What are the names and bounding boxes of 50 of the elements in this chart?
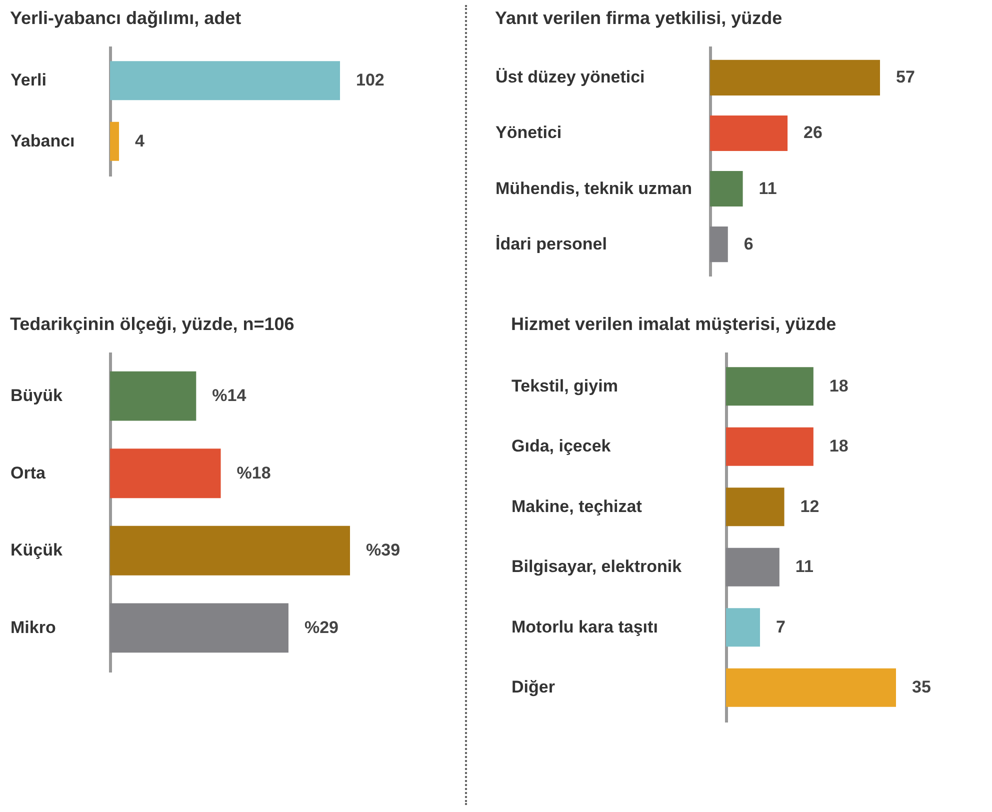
data-label: 11 (758, 178, 777, 198)
data-label: 18 (829, 436, 848, 456)
data-label: %14 (212, 386, 247, 406)
y-tick-label: Mühendis, teknik uzman (496, 178, 692, 198)
y-tick-label: Makine, teçhizat (512, 496, 642, 516)
y-tick-label: Tekstil, giyim (512, 376, 618, 396)
bar (726, 427, 814, 466)
bar (110, 448, 221, 498)
data-label: %29 (304, 618, 338, 637)
y-tick-label: Büyük (10, 386, 63, 406)
bar (110, 526, 350, 576)
y-tick-label: Orta (10, 463, 46, 482)
bar (710, 226, 728, 262)
y-tick-label: Gıda, içecek (512, 436, 612, 456)
y-tick-label: Yönetici (496, 123, 562, 142)
y-tick-label: İdari personel (496, 234, 607, 254)
data-label: %18 (236, 463, 271, 482)
bar (726, 367, 814, 406)
data-label: 7 (776, 617, 786, 636)
data-label: %39 (366, 540, 400, 560)
data-label: 11 (795, 557, 814, 576)
y-tick-label: Küçük (10, 540, 63, 560)
bar (726, 668, 896, 707)
bar (726, 488, 784, 526)
bar (726, 608, 760, 647)
chart-title: Tedarikçinin ölçeği, yüzde, n=106 (10, 314, 294, 334)
bar (710, 60, 880, 96)
y-tick-label: Motorlu kara taşıtı (512, 617, 658, 636)
bar (110, 371, 196, 421)
data-label: 102 (356, 70, 384, 90)
y-tick-label: Mikro (10, 618, 56, 637)
bar (726, 548, 780, 586)
data-label: 6 (744, 234, 754, 254)
data-label: 18 (829, 376, 848, 396)
data-label: 4 (135, 131, 146, 150)
chart-title: Yerli-yabancı dağılımı, adet (10, 8, 242, 28)
chart-title: Hizmet verilen imalat müşterisi, yüzde (511, 314, 836, 334)
data-label: 35 (912, 678, 931, 697)
y-tick-label: Bilgisayar, elektronik (512, 557, 682, 576)
data-label: 12 (800, 496, 820, 516)
bar (710, 171, 743, 207)
data-label: 26 (804, 123, 822, 142)
y-tick-label: Yabancı (10, 131, 75, 150)
bar (710, 115, 788, 151)
y-tick-label: Yerli (10, 70, 46, 90)
y-tick-label: Diğer (512, 678, 556, 697)
chart-title: Yanıt verilen firma yetkilisi, yüzde (495, 8, 782, 28)
bar (110, 603, 288, 653)
y-tick-label: Üst düzey yönetici (496, 68, 645, 87)
data-label: 57 (896, 68, 915, 87)
